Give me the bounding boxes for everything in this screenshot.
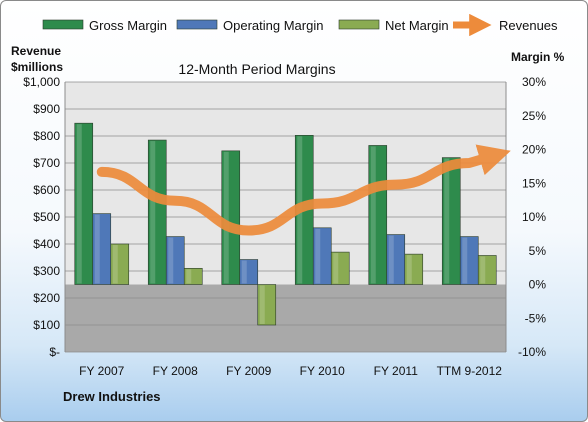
bar-highlight: [388, 235, 394, 284]
bar-highlight: [370, 146, 376, 284]
bar-highlight: [462, 237, 468, 284]
legend-label-operating-margin: Operating Margin: [223, 18, 323, 33]
left-tick-label: $700: [33, 156, 60, 170]
left-tick-label: $400: [33, 237, 60, 251]
bar-highlight: [223, 151, 229, 284]
category-label: FY 2007: [79, 364, 124, 378]
left-axis-ticks: $- $100 $200 $300 $400 $500 $600 $700 $800 $900 $1…: [23, 75, 60, 359]
plot-area-lower: [65, 284, 506, 352]
right-tick-label: -5%: [525, 311, 547, 325]
bar-highlight: [168, 237, 174, 284]
company-name: Drew Industries: [63, 389, 161, 404]
bar-net-margin: [183, 267, 203, 285]
chart-title: 12-Month Period Margins: [178, 61, 335, 77]
bar-gross-margin: [368, 145, 388, 285]
legend-label-revenues: Revenues: [499, 18, 558, 33]
legend-swatch-operating-margin: [176, 19, 218, 30]
right-tick-label: 20%: [522, 143, 546, 157]
bar-gross-margin: [147, 139, 167, 285]
right-tick-label: 30%: [522, 75, 546, 89]
left-tick-label: $1,000: [23, 75, 60, 89]
bar-highlight: [150, 141, 156, 284]
bar-highlight: [76, 124, 82, 284]
bar-operating-margin: [165, 236, 185, 285]
right-tick-label: 5%: [529, 244, 547, 258]
right-tick-label: 10%: [522, 210, 546, 224]
left-tick-label: $200: [33, 291, 60, 305]
bar-highlight: [94, 214, 100, 284]
gridlines: [64, 81, 507, 353]
bar-highlight: [315, 228, 321, 284]
category-label: FY 2010: [300, 364, 345, 378]
left-axis-label-line2: $millions: [11, 60, 63, 74]
bar-gross-margin: [441, 157, 461, 285]
left-tick-label: $300: [33, 264, 60, 278]
bar-highlight: [241, 260, 247, 284]
legend: Gross Margin Operating Margin Net Margin Re…: [42, 13, 558, 37]
left-tick-label: $900: [33, 102, 60, 116]
bar-highlight: [480, 256, 486, 284]
right-tick-label: 15%: [522, 176, 546, 190]
right-tick-label: -10%: [518, 345, 546, 359]
left-tick-label: $-: [49, 345, 60, 359]
right-tick-label: 25%: [522, 109, 546, 123]
right-axis-label: Margin %: [511, 50, 565, 64]
bar-highlight: [406, 255, 412, 284]
bar-net-margin: [404, 253, 424, 285]
left-tick-label: $500: [33, 210, 60, 224]
bar-gross-margin: [74, 122, 94, 285]
category-axis-labels: FY 2007 FY 2008 FY 2009 FY 2010 FY 2011 TTM 9…: [79, 364, 502, 378]
revenue-line: [96, 144, 511, 236]
bar-highlight: [186, 269, 192, 284]
left-tick-label: $600: [33, 183, 60, 197]
bar-series: [74, 122, 497, 326]
category-label: TTM 9-2012: [437, 364, 503, 378]
right-tick-label: 0%: [529, 278, 547, 292]
legend-label-net-margin: Net Margin: [385, 18, 449, 33]
bar-highlight: [333, 253, 339, 284]
left-tick-label: $800: [33, 129, 60, 143]
legend-swatch-net-margin: [338, 19, 380, 30]
left-tick-label: $100: [33, 318, 60, 332]
bar-net-margin: [477, 255, 497, 285]
legend-label-gross-margin: Gross Margin: [89, 18, 167, 33]
legend-swatch-gross-margin: [42, 19, 84, 30]
right-axis-ticks: -10% -5% 0% 5% 10% 15% 20% 25% 30%: [518, 75, 546, 359]
category-label: FY 2008: [153, 364, 198, 378]
bar-highlight: [259, 285, 265, 324]
bar-highlight: [112, 245, 118, 284]
bar-net-margin: [110, 243, 130, 285]
bar-operating-margin: [239, 259, 259, 285]
category-label: FY 2009: [226, 364, 271, 378]
bar-net-margin: [257, 284, 277, 326]
bar-net-margin: [330, 251, 350, 285]
bar-highlight: [444, 158, 450, 284]
category-label: FY 2011: [374, 364, 419, 378]
left-axis-label-line1: Revenue: [11, 44, 61, 58]
revenue-line-layer: [96, 144, 511, 236]
